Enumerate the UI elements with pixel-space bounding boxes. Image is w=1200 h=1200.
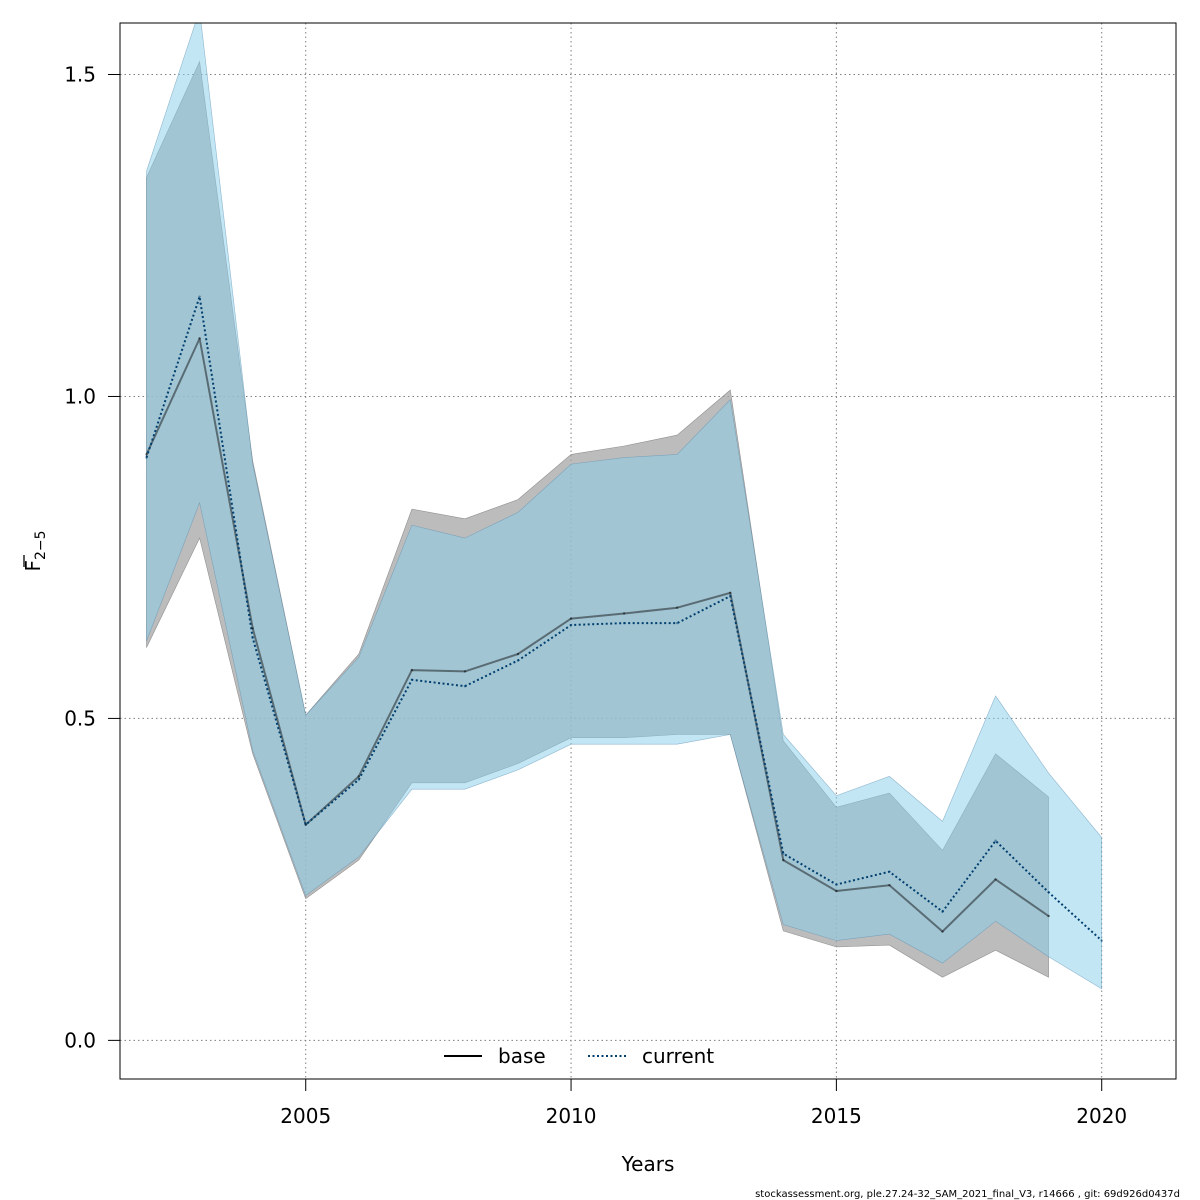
- point-current-2007: [410, 678, 414, 681]
- point-base-2007: [410, 668, 414, 672]
- point-base-2008: [463, 670, 467, 673]
- x-tick-label-2020: 2020: [1076, 1104, 1127, 1128]
- plot-frame: [119, 22, 1177, 1080]
- point-current-2005: [304, 823, 307, 826]
- point-current-2015: [835, 883, 838, 886]
- point-base-2011: [622, 612, 626, 615]
- point-current-2018: [994, 839, 997, 842]
- point-base-2013: [729, 591, 732, 595]
- y-tick-label-1.0: 1.0: [64, 384, 96, 408]
- point-current-2012: [675, 621, 679, 625]
- point-base-2015: [835, 889, 838, 893]
- point-current-2003: [198, 295, 201, 298]
- point-current-2004: [251, 636, 254, 640]
- footer-note: stockassessment.org, ple.27.24-32_SAM_20…: [755, 1189, 1180, 1200]
- confidence-bands: [146, 23, 1102, 990]
- y-tick-label-1.5: 1.5: [64, 63, 96, 87]
- legend: base current: [444, 1044, 714, 1068]
- y-axis-title-main: F: [21, 560, 45, 572]
- y-tick-label-0.0: 0.0: [64, 1028, 96, 1052]
- point-current-2013: [729, 594, 732, 598]
- series-lines: [145, 295, 1103, 942]
- legend-label-base: base: [498, 1044, 546, 1068]
- y-axis: 0.0 0.5 1.0 1.5: [64, 63, 120, 1052]
- point-current-2010: [569, 623, 573, 627]
- point-base-2006: [357, 775, 360, 778]
- y-axis-title-subscript: 2−5: [33, 530, 49, 560]
- point-base-2002: [145, 453, 148, 456]
- point-base-2010: [569, 617, 573, 620]
- point-current-2017: [941, 910, 944, 913]
- x-axis: 2005 2010 2015 2020: [280, 1079, 1127, 1128]
- confidence-band-current: [146, 23, 1102, 990]
- x-tick-label-2015: 2015: [811, 1104, 862, 1128]
- point-current-2016: [888, 870, 891, 873]
- point-base-2004: [251, 627, 254, 630]
- point-base-2012: [675, 606, 679, 609]
- x-tick-label-2010: 2010: [546, 1104, 597, 1128]
- point-base-2019: [1047, 914, 1050, 918]
- legend-label-current: current: [642, 1044, 714, 1068]
- x-axis-title: Years: [621, 1152, 675, 1176]
- point-current-2014: [782, 852, 785, 855]
- point-current-2002: [145, 456, 148, 459]
- point-current-2011: [622, 621, 626, 625]
- point-current-2006: [357, 778, 360, 781]
- point-base-2014: [782, 858, 785, 862]
- point-base-2016: [888, 883, 891, 887]
- point-current-2020: [1100, 939, 1103, 942]
- point-current-2009: [516, 659, 520, 662]
- point-current-2019: [1047, 891, 1050, 894]
- point-base-2009: [516, 652, 520, 656]
- svg-text:F2−5: F2−5: [21, 530, 49, 571]
- point-base-2017: [941, 930, 944, 933]
- y-tick-label-0.5: 0.5: [64, 706, 96, 730]
- point-base-2003: [198, 337, 201, 340]
- point-base-2018: [994, 878, 997, 881]
- x-tick-label-2005: 2005: [280, 1104, 331, 1128]
- point-current-2008: [463, 685, 467, 688]
- y-axis-title: F2−5: [21, 530, 49, 571]
